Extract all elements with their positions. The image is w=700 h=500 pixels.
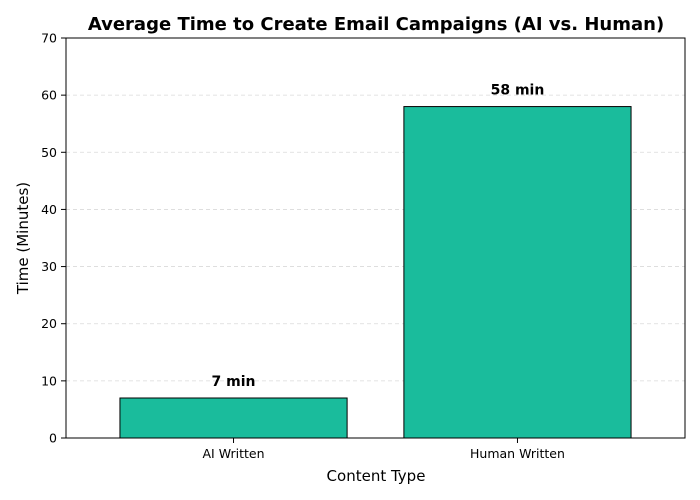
y-tick-label: 20 (41, 316, 57, 331)
x-axis: AI Written Human Written (203, 438, 565, 461)
bar-data-label: 58 min (491, 83, 545, 99)
x-axis-label: Content Type (327, 467, 426, 485)
plot-frame (65, 37, 686, 439)
y-tick-label: 60 (41, 88, 57, 103)
bars (119, 106, 632, 439)
y-axis-label: Time (Minutes) (14, 182, 32, 295)
y-tick-label: 10 (41, 373, 57, 388)
bar (403, 106, 632, 439)
bar-data-label: 7 min (212, 374, 256, 390)
bar (119, 397, 348, 439)
x-tick-label: AI Written (203, 446, 265, 461)
y-tick-label: 0 (49, 431, 57, 446)
x-tick-label: Human Written (470, 446, 565, 461)
y-tick-label: 30 (41, 259, 57, 274)
data-labels: 7 min 58 min (212, 83, 545, 390)
chart-title: Average Time to Create Email Campaigns (… (88, 14, 664, 35)
y-tick-label: 70 (41, 31, 57, 46)
y-tick-label: 40 (41, 202, 57, 217)
grid-lines (66, 94, 685, 382)
y-tick-label: 50 (41, 145, 57, 160)
y-axis: 0 10 20 30 40 50 60 70 (41, 31, 66, 446)
